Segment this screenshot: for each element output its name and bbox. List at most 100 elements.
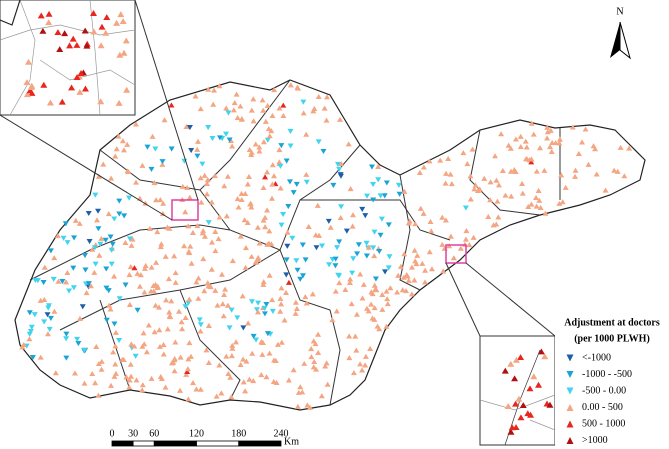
site-marker bbox=[121, 213, 128, 219]
site-marker bbox=[266, 272, 273, 278]
site-marker bbox=[498, 131, 505, 137]
north-arrow-half bbox=[610, 22, 620, 58]
site-marker bbox=[517, 133, 524, 139]
site-marker bbox=[403, 271, 410, 278]
site-marker bbox=[90, 28, 98, 35]
site-marker bbox=[196, 317, 203, 323]
site-marker bbox=[96, 252, 103, 258]
site-marker bbox=[337, 172, 344, 178]
site-marker bbox=[79, 304, 86, 310]
site-marker bbox=[229, 345, 236, 351]
site-marker bbox=[215, 236, 222, 242]
site-marker bbox=[290, 367, 297, 373]
site-marker bbox=[359, 367, 366, 373]
site-marker bbox=[126, 377, 133, 383]
site-marker bbox=[439, 214, 446, 220]
site-marker bbox=[301, 360, 308, 366]
site-marker bbox=[254, 224, 261, 230]
leader-line bbox=[445, 262, 481, 337]
legend-symbol bbox=[566, 371, 574, 378]
site-marker bbox=[149, 133, 156, 139]
site-marker bbox=[357, 361, 364, 367]
site-marker bbox=[124, 141, 131, 147]
site-marker bbox=[467, 196, 474, 202]
site-marker bbox=[256, 144, 263, 150]
site-marker bbox=[261, 305, 268, 311]
site-marker bbox=[260, 278, 267, 285]
site-marker bbox=[204, 280, 211, 286]
site-marker bbox=[182, 304, 189, 310]
site-marker bbox=[76, 315, 83, 321]
site-marker bbox=[375, 163, 382, 170]
site-marker bbox=[397, 263, 404, 269]
site-marker bbox=[103, 266, 110, 272]
site-marker bbox=[68, 84, 76, 91]
site-marker bbox=[271, 173, 278, 179]
site-marker bbox=[264, 102, 271, 108]
site-marker bbox=[387, 285, 394, 291]
site-marker bbox=[112, 153, 119, 159]
legend-label: -1000 - -500 bbox=[582, 369, 632, 380]
site-marker bbox=[166, 225, 173, 231]
site-marker bbox=[472, 182, 479, 188]
site-marker bbox=[377, 193, 384, 199]
site-marker bbox=[492, 153, 499, 159]
site-marker bbox=[162, 384, 169, 390]
site-marker bbox=[108, 247, 115, 253]
site-marker bbox=[156, 327, 163, 333]
site-marker bbox=[156, 343, 163, 349]
site-markers bbox=[19, 82, 633, 410]
site-marker bbox=[167, 314, 174, 320]
site-marker bbox=[272, 357, 279, 363]
site-marker bbox=[262, 224, 269, 230]
site-marker bbox=[299, 242, 306, 248]
site-marker bbox=[208, 266, 215, 272]
site-marker bbox=[238, 196, 245, 203]
site-marker bbox=[401, 188, 408, 194]
site-marker bbox=[152, 146, 159, 152]
site-marker bbox=[54, 29, 62, 36]
site-marker bbox=[212, 287, 219, 293]
site-marker bbox=[411, 247, 418, 253]
site-marker bbox=[266, 228, 273, 234]
site-marker bbox=[447, 171, 454, 177]
site-marker bbox=[139, 387, 146, 393]
scale-label: 120 bbox=[189, 428, 204, 439]
site-marker bbox=[260, 217, 267, 223]
site-marker bbox=[490, 222, 497, 228]
site-marker bbox=[336, 279, 343, 286]
site-marker bbox=[569, 124, 576, 130]
site-marker bbox=[508, 168, 515, 174]
site-marker bbox=[211, 172, 218, 179]
site-marker bbox=[303, 131, 310, 137]
site-marker bbox=[201, 172, 208, 178]
site-marker bbox=[224, 173, 231, 179]
site-marker bbox=[159, 210, 166, 217]
site-marker bbox=[274, 341, 281, 347]
site-marker bbox=[343, 228, 350, 234]
site-marker bbox=[266, 133, 273, 139]
site-marker bbox=[512, 356, 520, 363]
site-marker bbox=[381, 193, 388, 199]
inset-map bbox=[0, 0, 136, 116]
site-marker bbox=[127, 361, 134, 367]
site-marker bbox=[184, 368, 191, 374]
site-marker bbox=[238, 116, 245, 122]
site-marker bbox=[285, 279, 292, 285]
site-marker bbox=[29, 355, 36, 361]
site-marker bbox=[91, 245, 98, 251]
site-marker bbox=[542, 210, 549, 216]
site-marker bbox=[278, 339, 285, 345]
site-marker bbox=[364, 193, 371, 199]
site-marker bbox=[278, 222, 285, 228]
site-marker bbox=[210, 101, 217, 107]
site-marker bbox=[182, 314, 189, 320]
site-marker bbox=[221, 183, 228, 189]
site-marker bbox=[234, 315, 241, 321]
site-marker bbox=[371, 282, 378, 288]
site-marker bbox=[208, 239, 215, 245]
site-marker bbox=[154, 283, 161, 289]
site-marker bbox=[237, 233, 244, 239]
site-marker bbox=[89, 246, 96, 252]
site-marker bbox=[178, 319, 185, 325]
